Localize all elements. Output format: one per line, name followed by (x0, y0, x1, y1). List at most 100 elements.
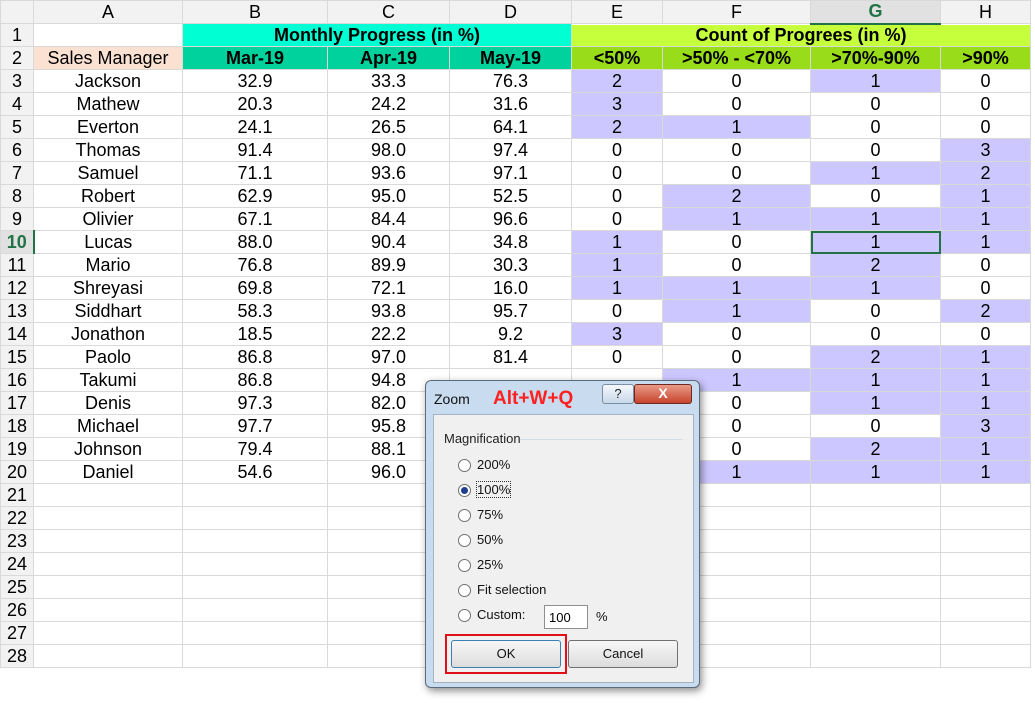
row-header-3[interactable]: 3 (0, 69, 34, 93)
table-cell[interactable]: 0 (571, 345, 663, 369)
table-cell[interactable]: Denis (33, 391, 183, 415)
table-cell[interactable]: 0 (940, 115, 1031, 139)
radio-fit-selection[interactable] (458, 584, 471, 597)
row-header-1[interactable]: 1 (0, 23, 34, 47)
table-cell[interactable]: 1 (810, 230, 941, 254)
table-cell[interactable]: 72.1 (327, 276, 450, 300)
table-cell[interactable]: 34.8 (449, 230, 572, 254)
table-cell[interactable]: 1 (940, 437, 1031, 461)
table-cell[interactable]: 0 (810, 138, 941, 162)
row-header-15[interactable]: 15 (0, 345, 34, 369)
table-cell[interactable]: 1 (940, 184, 1031, 208)
table-cell[interactable]: 93.6 (327, 161, 450, 185)
table-cell[interactable]: 0 (810, 414, 941, 438)
table-cell[interactable]: 2 (571, 115, 663, 139)
table-cell[interactable]: 93.8 (327, 299, 450, 323)
table-cell[interactable]: Jackson (33, 69, 183, 93)
table-cell[interactable]: 1 (810, 391, 941, 415)
table-cell[interactable]: Thomas (33, 138, 183, 162)
table-cell[interactable]: 95.0 (327, 184, 450, 208)
header-cell[interactable]: >70%-90% (810, 46, 941, 70)
table-cell[interactable]: 9.2 (449, 322, 572, 346)
table-cell[interactable]: Mario (33, 253, 183, 277)
empty-cell[interactable] (810, 506, 941, 530)
table-cell[interactable]: 0 (662, 92, 811, 116)
radio-100[interactable] (458, 484, 471, 497)
table-cell[interactable]: 54.6 (182, 460, 328, 484)
option-custom[interactable]: Custom: (458, 606, 525, 624)
table-cell[interactable]: Daniel (33, 460, 183, 484)
table-cell[interactable]: 1 (810, 69, 941, 93)
table-cell[interactable]: 1 (940, 368, 1031, 392)
empty-cell[interactable] (940, 644, 1031, 668)
table-cell[interactable]: 26.5 (327, 115, 450, 139)
table-cell[interactable]: 0 (940, 322, 1031, 346)
table-cell[interactable]: 0 (571, 299, 663, 323)
table-cell[interactable]: 1 (810, 207, 941, 231)
table-cell[interactable]: 31.6 (449, 92, 572, 116)
table-cell[interactable]: 76.3 (449, 69, 572, 93)
empty-cell[interactable] (940, 506, 1031, 530)
table-cell[interactable]: 1 (940, 230, 1031, 254)
table-cell[interactable]: 84.4 (327, 207, 450, 231)
row-header-6[interactable]: 6 (0, 138, 34, 162)
table-cell[interactable]: 52.5 (449, 184, 572, 208)
table-cell[interactable]: 96.6 (449, 207, 572, 231)
table-cell[interactable]: 3 (940, 414, 1031, 438)
column-header-e[interactable]: E (571, 0, 663, 24)
table-cell[interactable]: 2 (940, 161, 1031, 185)
option-25[interactable]: 25% (458, 556, 503, 574)
select-all-corner[interactable] (0, 0, 34, 24)
header-cell[interactable]: Apr-19 (327, 46, 450, 70)
table-cell[interactable]: Johnson (33, 437, 183, 461)
row-header-24[interactable]: 24 (0, 552, 34, 576)
row-header-9[interactable]: 9 (0, 207, 34, 231)
empty-cell[interactable] (810, 644, 941, 668)
empty-cell[interactable] (810, 483, 941, 507)
table-cell[interactable]: 3 (571, 322, 663, 346)
column-header-f[interactable]: F (662, 0, 811, 24)
table-cell[interactable]: 0 (940, 92, 1031, 116)
radio-custom[interactable] (458, 609, 471, 622)
empty-cell[interactable] (182, 644, 328, 668)
table-cell[interactable]: 33.3 (327, 69, 450, 93)
option-100[interactable]: 100% (458, 481, 512, 499)
empty-cell[interactable] (940, 552, 1031, 576)
table-cell[interactable]: 1 (571, 253, 663, 277)
row-header-7[interactable]: 7 (0, 161, 34, 185)
row-header-5[interactable]: 5 (0, 115, 34, 139)
table-cell[interactable]: 24.1 (182, 115, 328, 139)
row-header-12[interactable]: 12 (0, 276, 34, 300)
header-cell[interactable]: May-19 (449, 46, 572, 70)
table-cell[interactable]: 2 (810, 437, 941, 461)
empty-cell[interactable] (33, 575, 183, 599)
table-cell[interactable]: 97.4 (449, 138, 572, 162)
table-cell[interactable]: 2 (810, 253, 941, 277)
table-cell[interactable]: 0 (571, 184, 663, 208)
table-cell[interactable]: 69.8 (182, 276, 328, 300)
empty-cell[interactable] (33, 483, 183, 507)
header-cell[interactable]: <50% (571, 46, 663, 70)
table-cell[interactable]: 95.7 (449, 299, 572, 323)
table-cell[interactable]: Takumi (33, 368, 183, 392)
table-cell[interactable]: 32.9 (182, 69, 328, 93)
header-cell[interactable]: >50% - <70% (662, 46, 811, 70)
empty-cell[interactable] (33, 552, 183, 576)
table-cell[interactable]: 0 (940, 276, 1031, 300)
monthly-progress-title[interactable]: Monthly Progress (in %) (182, 23, 572, 47)
empty-cell[interactable] (182, 483, 328, 507)
table-cell[interactable]: 0 (662, 161, 811, 185)
table-cell[interactable]: Michael (33, 414, 183, 438)
empty-cell[interactable] (182, 506, 328, 530)
empty-cell[interactable] (940, 598, 1031, 622)
table-cell[interactable]: 24.2 (327, 92, 450, 116)
row-header-27[interactable]: 27 (0, 621, 34, 645)
row-header-22[interactable]: 22 (0, 506, 34, 530)
row-header-28[interactable]: 28 (0, 644, 34, 668)
table-cell[interactable]: 76.8 (182, 253, 328, 277)
table-cell[interactable]: 1 (940, 460, 1031, 484)
table-cell[interactable]: 1 (810, 161, 941, 185)
empty-cell[interactable] (182, 529, 328, 553)
empty-cell[interactable] (33, 529, 183, 553)
table-cell[interactable]: Paolo (33, 345, 183, 369)
